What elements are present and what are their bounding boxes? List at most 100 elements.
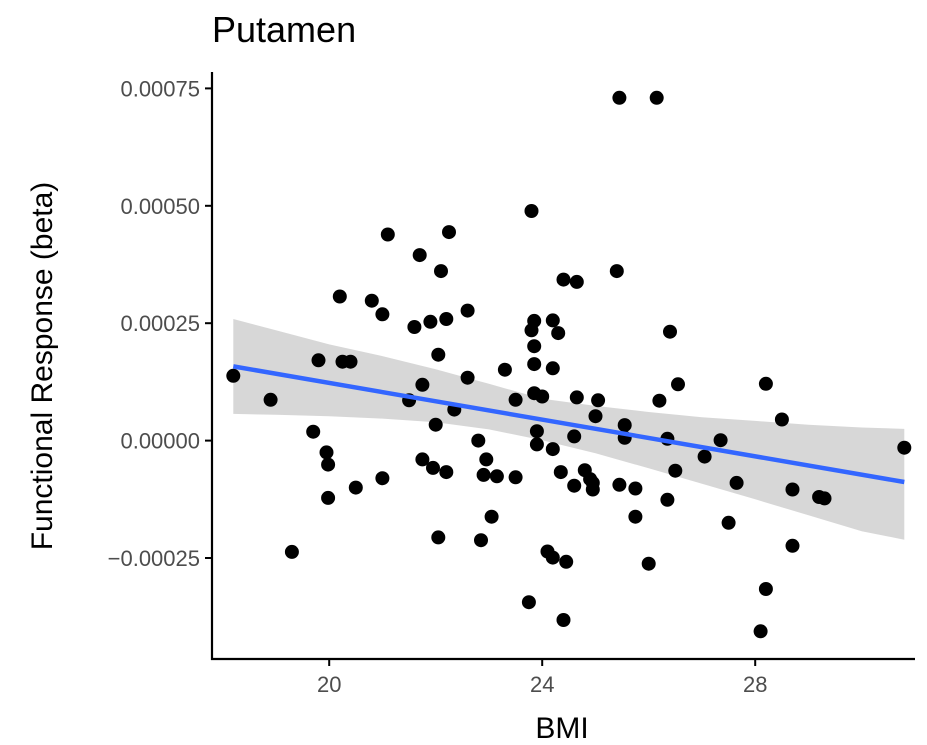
data-point	[415, 377, 430, 392]
data-point	[415, 452, 430, 467]
data-point	[641, 556, 656, 571]
data-point	[484, 509, 499, 524]
data-point	[311, 353, 326, 368]
x-tick-label: 24	[530, 672, 554, 697]
data-point	[332, 289, 347, 304]
data-point	[535, 389, 550, 404]
data-point	[671, 377, 685, 392]
y-axis-title: Functional Response (beta)	[26, 182, 59, 551]
data-point	[612, 90, 627, 105]
y-tick-label: 0.00050	[120, 194, 200, 219]
data-point	[569, 274, 584, 289]
data-point	[758, 376, 773, 391]
data-point	[545, 442, 560, 457]
data-point	[380, 227, 395, 242]
data-point	[319, 445, 334, 460]
data-point	[545, 361, 560, 376]
data-point	[508, 470, 523, 485]
data-point	[321, 457, 336, 472]
data-point	[785, 538, 800, 553]
data-point	[713, 433, 728, 448]
data-point	[442, 225, 456, 240]
data-point	[609, 264, 624, 279]
data-point	[479, 452, 494, 467]
data-point	[471, 433, 486, 448]
x-axis-title: BMI	[535, 712, 588, 745]
data-point	[559, 554, 574, 569]
x-axis-ticks: 20 24 28	[317, 659, 767, 697]
data-point	[321, 490, 336, 505]
data-point	[423, 314, 438, 329]
data-point	[524, 204, 539, 218]
data-point	[628, 509, 643, 524]
data-point	[529, 437, 544, 452]
x-tick-label: 28	[743, 672, 767, 697]
chart-title: Putamen	[212, 9, 356, 50]
data-point	[263, 392, 278, 407]
data-point	[439, 312, 454, 326]
fit-line	[232, 364, 905, 485]
data-point	[527, 357, 542, 372]
data-point	[428, 417, 443, 432]
data-point	[434, 264, 448, 279]
data-point	[663, 324, 677, 339]
data-point	[460, 370, 475, 385]
y-tick-label: 0.00075	[120, 76, 200, 101]
data-point	[556, 272, 571, 287]
data-point	[569, 390, 584, 405]
data-point	[556, 613, 571, 627]
data-point	[527, 339, 542, 354]
data-point	[375, 471, 390, 486]
data-point	[588, 409, 603, 424]
data-point	[553, 465, 568, 480]
data-point	[527, 313, 542, 328]
x-tick-label: 20	[317, 672, 341, 697]
data-point	[591, 393, 606, 408]
data-point	[585, 475, 600, 490]
data-point	[529, 424, 544, 439]
data-points-layer	[226, 90, 912, 639]
data-point	[489, 469, 504, 484]
data-point	[497, 362, 512, 377]
data-point	[817, 491, 832, 506]
data-point	[460, 303, 475, 318]
data-point	[545, 550, 560, 565]
data-point	[226, 368, 241, 383]
data-point	[426, 460, 440, 475]
data-point	[668, 463, 683, 478]
data-point	[753, 624, 768, 639]
data-point	[551, 326, 566, 341]
data-point	[774, 412, 789, 427]
y-tick-label: 0.00025	[120, 311, 200, 336]
data-point	[729, 475, 744, 490]
data-point	[721, 515, 736, 530]
data-point	[785, 482, 800, 497]
data-point	[474, 533, 488, 548]
data-point	[375, 307, 390, 322]
data-point	[758, 582, 773, 596]
data-point	[628, 481, 643, 496]
data-point	[407, 320, 422, 334]
data-point	[431, 530, 446, 545]
data-point	[364, 293, 379, 308]
confidence-band	[233, 319, 905, 540]
data-point	[697, 449, 712, 464]
data-point	[545, 313, 560, 328]
data-point	[343, 354, 358, 369]
data-point	[612, 477, 627, 492]
data-point	[567, 429, 582, 444]
confidence-band-layer	[233, 319, 905, 540]
data-point	[476, 467, 491, 482]
data-point	[348, 480, 363, 495]
data-point	[617, 418, 632, 433]
data-point	[521, 595, 536, 610]
fit-line-layer	[232, 364, 905, 485]
data-point	[306, 424, 321, 439]
data-point	[649, 90, 664, 105]
data-point	[897, 440, 912, 455]
data-point	[652, 393, 667, 408]
data-point	[508, 392, 523, 407]
data-point	[431, 347, 446, 362]
y-tick-label: −0.00025	[108, 546, 200, 571]
